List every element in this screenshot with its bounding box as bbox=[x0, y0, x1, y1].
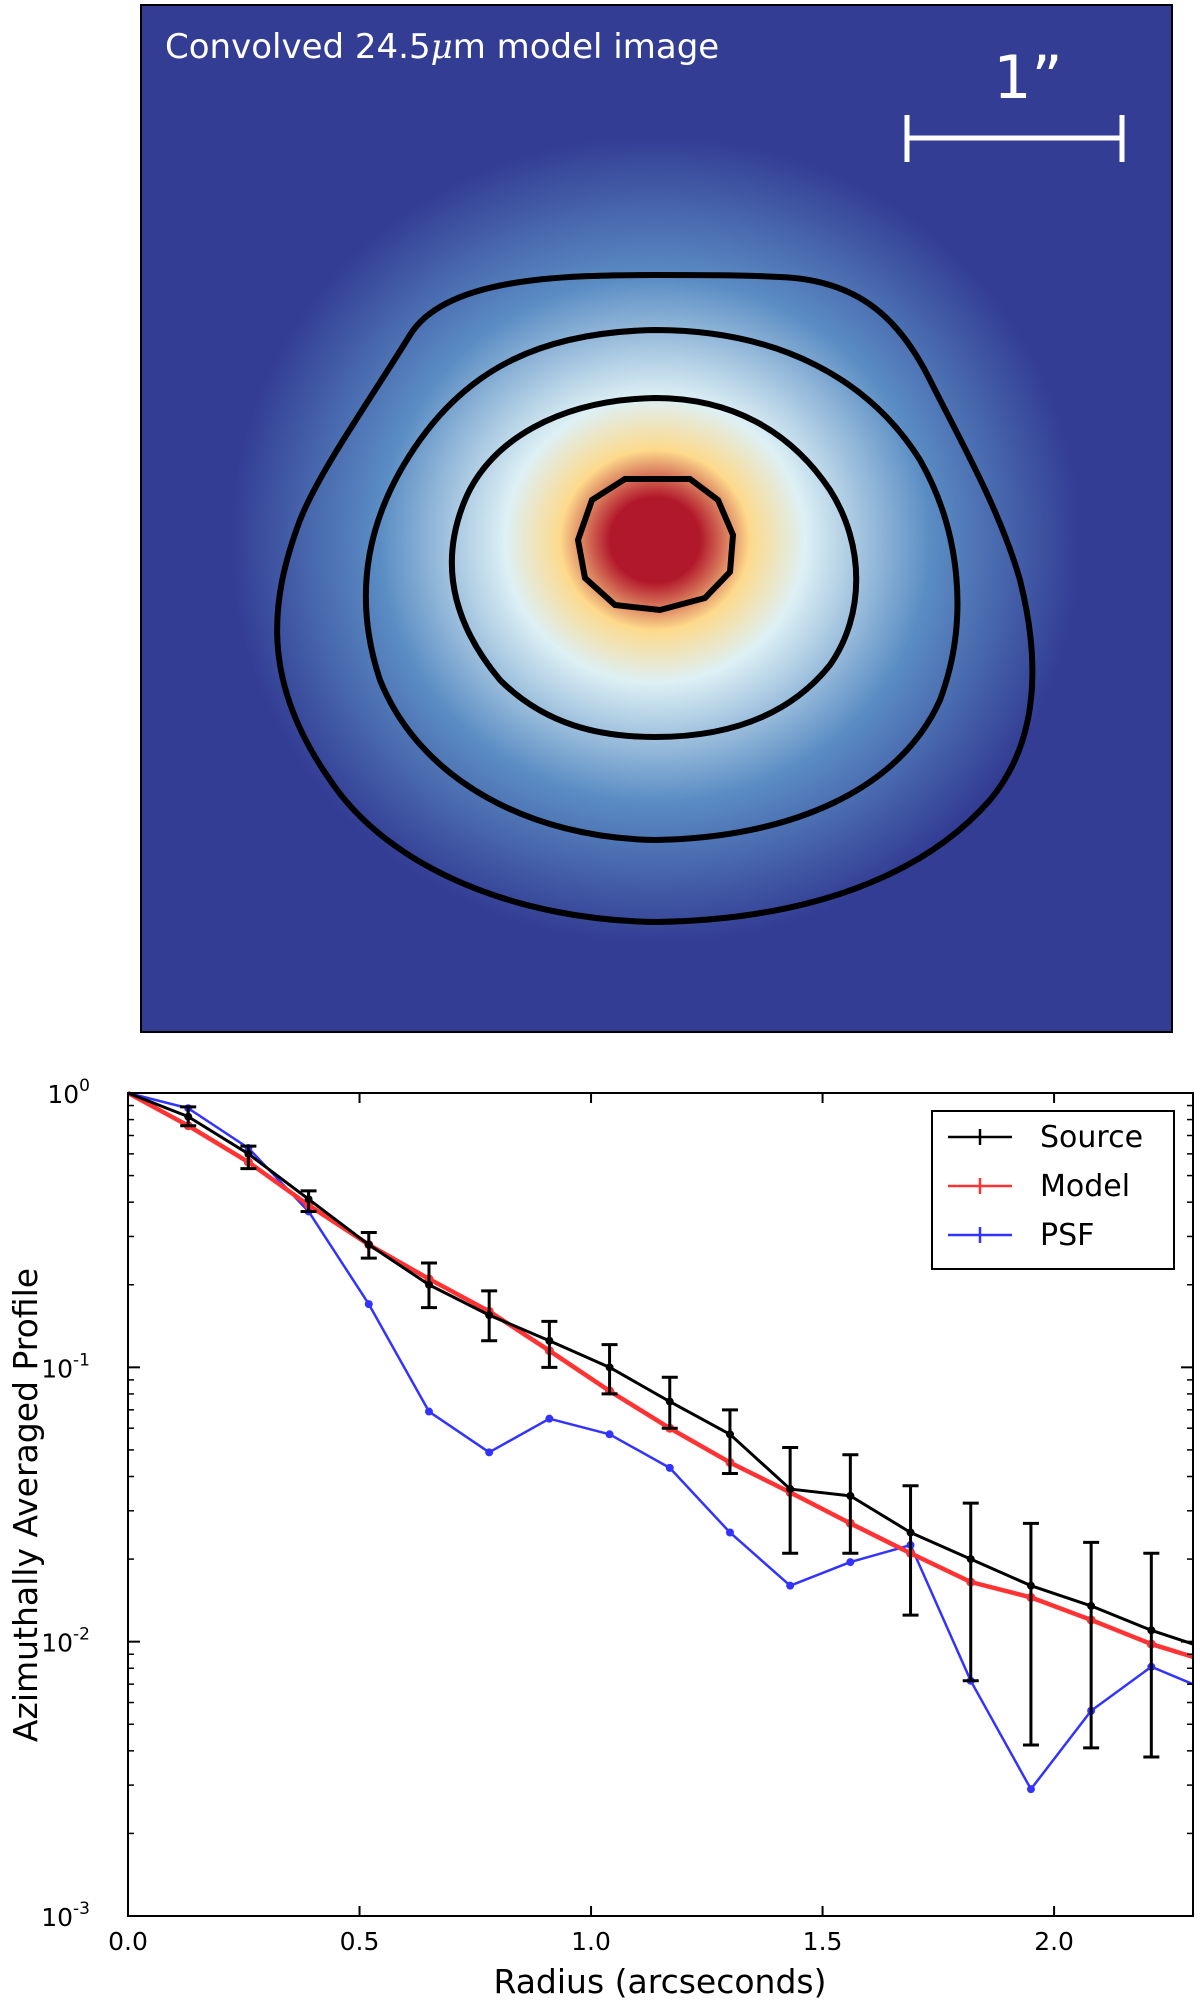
series-source bbox=[127, 1091, 1194, 1759]
x-tick-label-1: 0.5 bbox=[340, 1927, 380, 1956]
source-point bbox=[725, 1430, 734, 1439]
source-point bbox=[545, 1336, 554, 1345]
psf-point bbox=[665, 1463, 674, 1472]
contour-third bbox=[362, 326, 961, 844]
y-tick-exponent: -1 bbox=[73, 1350, 90, 1370]
legend-source-label: Source bbox=[1040, 1120, 1143, 1155]
psf-point bbox=[846, 1558, 855, 1567]
legend: Source Model PSF bbox=[931, 1110, 1175, 1270]
psf-point bbox=[725, 1528, 734, 1537]
model-image-panel: Convolved 24.5μm model image 1” bbox=[140, 4, 1173, 1033]
source-point bbox=[1087, 1601, 1096, 1610]
x-tick-label-4: 2.0 bbox=[1034, 1927, 1074, 1956]
series-layer bbox=[126, 1091, 1194, 1794]
plot-frame bbox=[127, 1092, 1194, 1917]
source-point bbox=[424, 1280, 433, 1289]
psf-point bbox=[545, 1414, 554, 1423]
caption-suffix: m model image bbox=[453, 27, 720, 67]
source-point bbox=[665, 1397, 674, 1406]
source-point bbox=[485, 1311, 494, 1320]
psf-point bbox=[485, 1448, 494, 1457]
y-tick-base: 10 bbox=[41, 1629, 73, 1658]
y-tick-label-1: 10-1 bbox=[41, 1350, 90, 1383]
source-point bbox=[364, 1240, 373, 1249]
y-tick-label-0: 100 bbox=[47, 1076, 90, 1109]
source-point bbox=[1026, 1581, 1035, 1590]
contour-second bbox=[448, 394, 860, 741]
x-tick-label-0: 0.0 bbox=[108, 1927, 148, 1956]
y-axis-label: Azimuthally Averaged Profile bbox=[6, 1268, 45, 1742]
source-point bbox=[846, 1491, 855, 1500]
caption-prefix: Convolved 24.5 bbox=[165, 27, 431, 67]
legend-entries: Source Model PSF bbox=[948, 1120, 1143, 1253]
y-tick-exponent: -3 bbox=[73, 1899, 90, 1919]
psf-point bbox=[605, 1430, 614, 1439]
source-point bbox=[906, 1528, 915, 1537]
psf-point bbox=[1026, 1785, 1035, 1794]
y-tick-label-3: 10-3 bbox=[41, 1899, 90, 1932]
image-frame bbox=[140, 4, 1173, 1033]
psf-point bbox=[424, 1407, 433, 1416]
y-tick-label-2: 10-2 bbox=[41, 1625, 90, 1658]
x-tick-label-3: 1.5 bbox=[803, 1927, 843, 1956]
y-tick-exponent: 0 bbox=[79, 1076, 90, 1096]
source-point bbox=[786, 1485, 795, 1494]
psf-point bbox=[364, 1300, 373, 1309]
legend-psf-label: PSF bbox=[1040, 1218, 1094, 1253]
panel-caption: Convolved 24.5μm model image bbox=[165, 27, 719, 67]
y-tick-base: 10 bbox=[47, 1080, 79, 1109]
x-tick-label-2: 1.0 bbox=[571, 1927, 611, 1956]
scale-bar-label: 1” bbox=[993, 43, 1062, 113]
x-axis-label: Radius (arcseconds) bbox=[494, 1962, 827, 2000]
caption-mu: μ bbox=[431, 27, 453, 67]
y-tick-exponent: -2 bbox=[73, 1625, 90, 1645]
y-tick-base: 10 bbox=[41, 1354, 73, 1383]
source-point bbox=[304, 1195, 313, 1204]
legend-model-label: Model bbox=[1040, 1169, 1130, 1204]
source-point bbox=[966, 1555, 975, 1564]
source-point bbox=[605, 1363, 614, 1372]
scale-bar: 1” bbox=[904, 43, 1125, 162]
source-point bbox=[244, 1149, 253, 1158]
source-point bbox=[184, 1112, 193, 1121]
contour-inner bbox=[574, 476, 737, 614]
source-point bbox=[1147, 1626, 1156, 1635]
contour-outer bbox=[274, 271, 1036, 926]
image-brightness bbox=[141, 5, 1172, 1032]
psf-point bbox=[786, 1581, 795, 1590]
y-tick-base: 10 bbox=[41, 1903, 73, 1932]
